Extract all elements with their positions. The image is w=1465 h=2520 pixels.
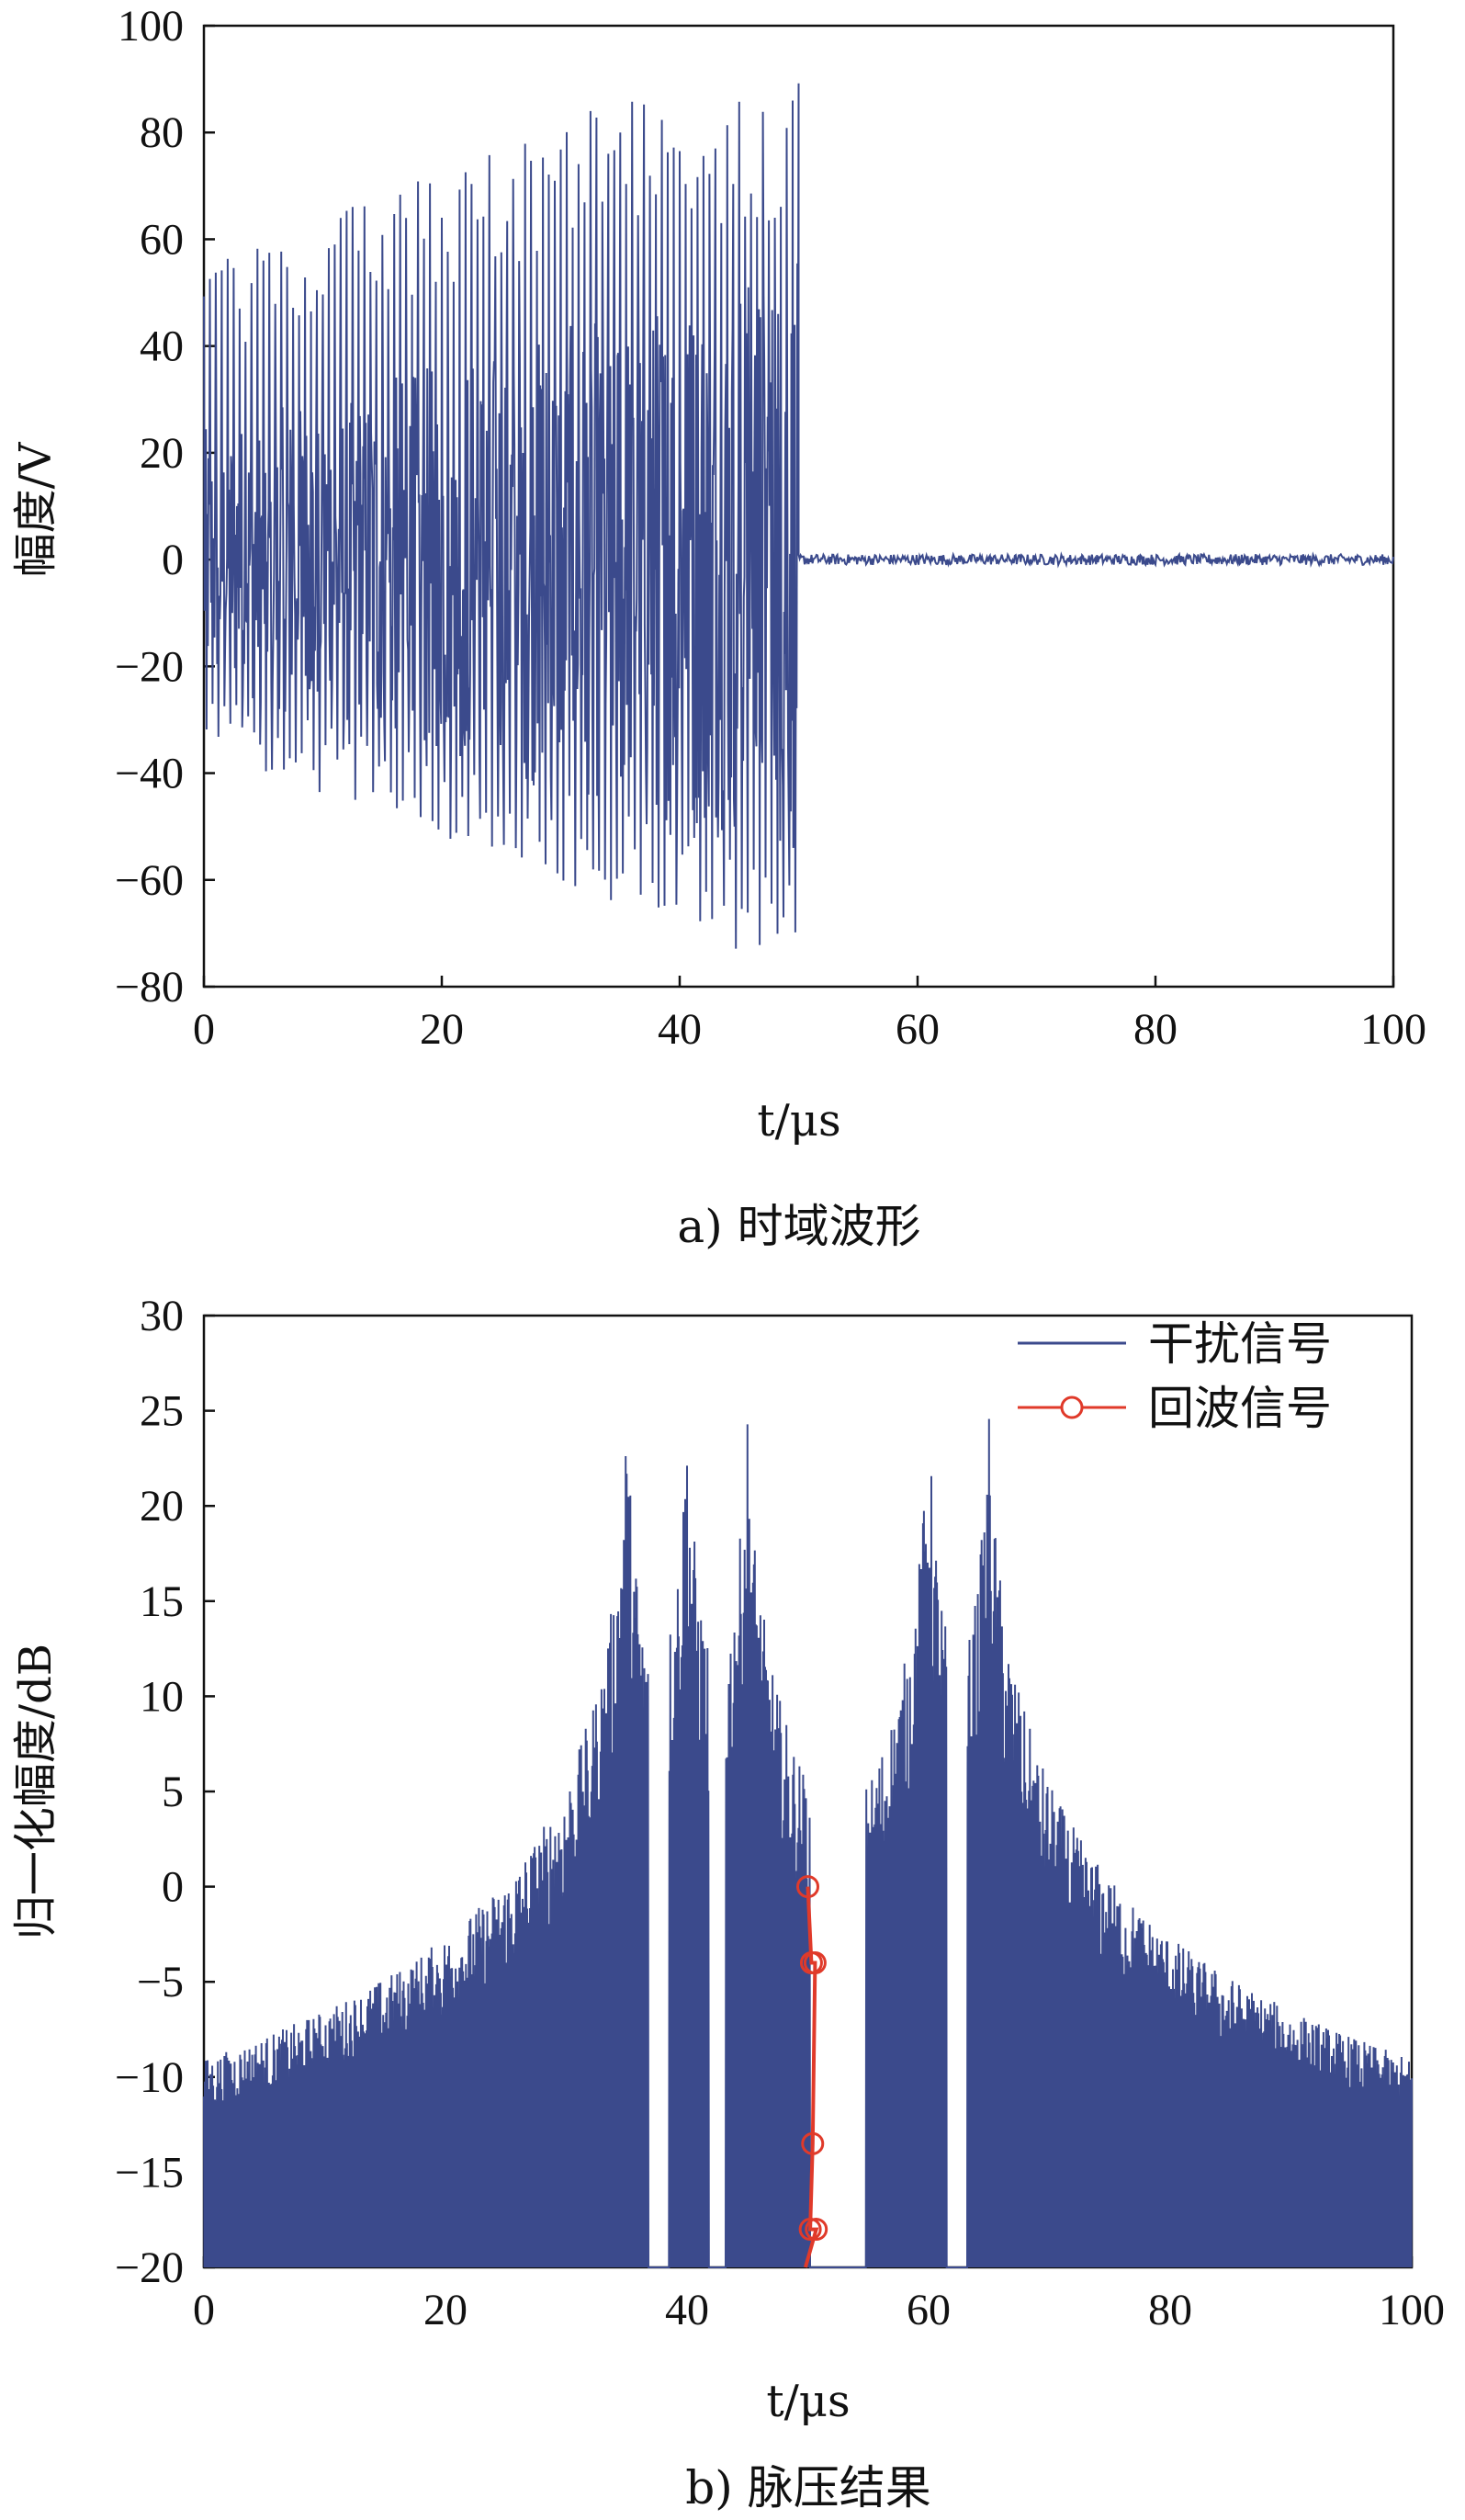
chart-a-xtick-label: 100 xyxy=(1360,1005,1426,1054)
chart-a-ytick-label: −80 xyxy=(115,963,184,1011)
chart-b-ytick-label: 5 xyxy=(162,1768,184,1816)
chart-b-ytick-label: 20 xyxy=(140,1482,184,1531)
chart-a-ytick-label: −20 xyxy=(115,642,184,691)
chart-b-ytick-label: −20 xyxy=(115,2243,184,2292)
chart-b-ytick-label: −10 xyxy=(115,2053,184,2102)
chart-a-xtick-label: 0 xyxy=(193,1005,215,1054)
chart-b-xtick-label: 20 xyxy=(423,2286,468,2334)
chart-b-ytick-label: −5 xyxy=(137,1958,184,2006)
chart-b-xtick-label: 0 xyxy=(193,2286,215,2334)
chart-b-ytick-label: −15 xyxy=(115,2148,184,2197)
chart-b-echo-line xyxy=(803,1886,819,2268)
chart-b-xtick-label: 80 xyxy=(1148,2286,1192,2334)
chart-a-xtick-label: 20 xyxy=(420,1005,464,1054)
chart-a-ylabel: 幅度/V xyxy=(10,441,62,577)
chart-a: 0 20 40 60 80 100 100 80 60 40 20 0 −20 −40 −60 −80 t/μ… xyxy=(10,2,1426,1253)
chart-b-echo-markers xyxy=(796,1875,828,2242)
chart-b-ytick-label: 10 xyxy=(140,1672,184,1721)
chart-a-ytick-label: −40 xyxy=(115,750,184,798)
chart-a-xtick-label: 40 xyxy=(658,1005,702,1054)
chart-b-echo-point xyxy=(801,2131,825,2155)
chart-b-echo-point xyxy=(805,2218,828,2242)
chart-b-legend: 干扰信号 回波信号 xyxy=(1018,1317,1332,1435)
chart-b-ylabel: 归一化幅度/dB xyxy=(10,1644,62,1939)
chart-b-xtick-label: 100 xyxy=(1379,2286,1445,2334)
chart-a-ticks: 0 20 40 60 80 100 100 80 60 40 20 0 −20 −40 −60 −80 xyxy=(115,2,1426,1054)
chart-b-caption: b) 脉压结果 xyxy=(685,2461,930,2514)
chart-a-caption: a) 时域波形 xyxy=(677,1200,920,1253)
legend-echo-marker xyxy=(1060,1396,1084,1419)
chart-b-ticks: 0 20 40 60 80 100 30 25 20 15 10 5 0 −5 −10 −15 −20 xyxy=(115,1292,1445,2334)
chart-a-ytick-label: −60 xyxy=(115,856,184,905)
chart-a-ytick-label: 0 xyxy=(162,536,184,584)
chart-b-ytick-label: 25 xyxy=(140,1387,184,1436)
chart-b: 0 20 40 60 80 100 30 25 20 15 10 5 0 −5 −10 −15 −20 干扰信号… xyxy=(10,1292,1445,2514)
legend-echo-label: 回波信号 xyxy=(1148,1382,1332,1435)
chart-b-xlabel: t/μs xyxy=(766,2376,850,2427)
chart-a-xtick-label: 80 xyxy=(1133,1005,1178,1054)
chart-b-ytick-label: 15 xyxy=(140,1577,184,1626)
chart-b-xtick-label: 60 xyxy=(907,2286,951,2334)
chart-a-ytick-label: 100 xyxy=(118,2,184,51)
chart-b-echo-point xyxy=(798,2218,822,2242)
chart-a-series-line xyxy=(203,83,1394,949)
chart-a-ytick-label: 60 xyxy=(140,215,184,264)
chart-a-ytick-label: 20 xyxy=(140,429,184,478)
chart-a-xtick-label: 60 xyxy=(896,1005,940,1054)
legend-interference-label: 干扰信号 xyxy=(1148,1317,1332,1371)
chart-a-xlabel: t/μs xyxy=(757,1095,840,1147)
chart-b-echo-point xyxy=(796,1875,819,1899)
chart-a-ytick-label: 80 xyxy=(140,108,184,157)
chart-b-echo-point xyxy=(803,1950,827,1974)
chart-a-ytick-label: 40 xyxy=(140,322,184,371)
chart-b-interference-line xyxy=(203,1418,1413,2268)
chart-b-ytick-label: 0 xyxy=(162,1863,184,1912)
chart-b-ytick-label: 30 xyxy=(140,1292,184,1340)
chart-b-xtick-label: 40 xyxy=(665,2286,709,2334)
